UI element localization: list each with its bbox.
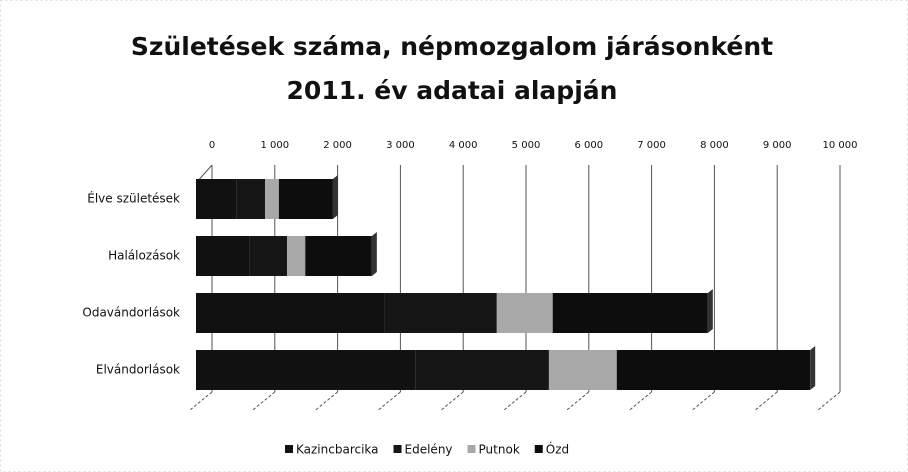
x-tick-label: 0 <box>209 140 215 151</box>
legend-label: Putnok <box>479 443 520 457</box>
bar-segment <box>287 236 306 276</box>
x-tick-label: 3 000 <box>386 140 415 151</box>
category-label: Odavándorlások <box>82 306 180 320</box>
bar-segment <box>196 179 237 219</box>
x-tick-label: 4 000 <box>449 140 478 151</box>
grid-floor <box>503 391 527 411</box>
grid-floor <box>629 391 652 411</box>
bar-segment <box>616 350 811 390</box>
legend-swatch <box>285 445 293 453</box>
bar-cap <box>707 289 713 333</box>
legend-label: Kazincbarcika <box>296 443 379 457</box>
chart-title: Születések száma, népmozgalom járásonkén… <box>131 32 773 61</box>
bar-segment <box>415 350 549 390</box>
category-label: Elvándorlások <box>96 363 180 377</box>
x-tick-label: 7 000 <box>637 140 666 151</box>
bar-segment <box>548 350 617 390</box>
grid-floor <box>566 391 590 411</box>
bar-cap <box>810 346 816 390</box>
legend-label: Ózd <box>546 442 569 457</box>
bar-segment <box>552 293 708 333</box>
grid-floor <box>315 391 338 411</box>
x-tick-label: 1 000 <box>260 140 289 151</box>
bar-segment <box>496 293 553 333</box>
category-label: Halálozások <box>108 249 180 263</box>
x-tick-label: 10 000 <box>823 140 858 151</box>
x-tick-label: 2 000 <box>323 140 352 151</box>
legend-swatch <box>534 445 543 453</box>
bar-cap <box>371 232 377 276</box>
bar-segment <box>196 236 250 276</box>
legend-swatch <box>393 445 402 453</box>
bar-segment <box>265 179 279 219</box>
chart-subtitle: 2011. év adatai alapján <box>287 76 618 105</box>
category-label: Élve születések <box>87 191 180 206</box>
bar-segment <box>384 293 497 333</box>
bar-cap <box>332 175 338 219</box>
grid-floor <box>252 391 276 411</box>
x-tick-label: 8 000 <box>700 140 729 151</box>
bar-segment <box>249 236 288 276</box>
bar-segment <box>196 350 416 390</box>
x-tick-label: 6 000 <box>574 140 603 151</box>
grid-floor <box>754 391 778 411</box>
legend-swatch <box>467 445 476 453</box>
x-tick-label: 9 000 <box>763 140 792 151</box>
grid-floor <box>189 391 213 411</box>
legend-label: Edelény <box>405 443 453 457</box>
bar-segment <box>196 293 385 333</box>
grid-floor <box>440 391 464 411</box>
grid-floor <box>378 391 401 411</box>
bar-segment <box>278 179 333 219</box>
x-tick-label: 5 000 <box>512 140 541 151</box>
bar-segment <box>236 179 266 219</box>
grid-floor <box>817 391 841 411</box>
bar-segment <box>305 236 372 276</box>
grid-floor <box>692 391 715 411</box>
